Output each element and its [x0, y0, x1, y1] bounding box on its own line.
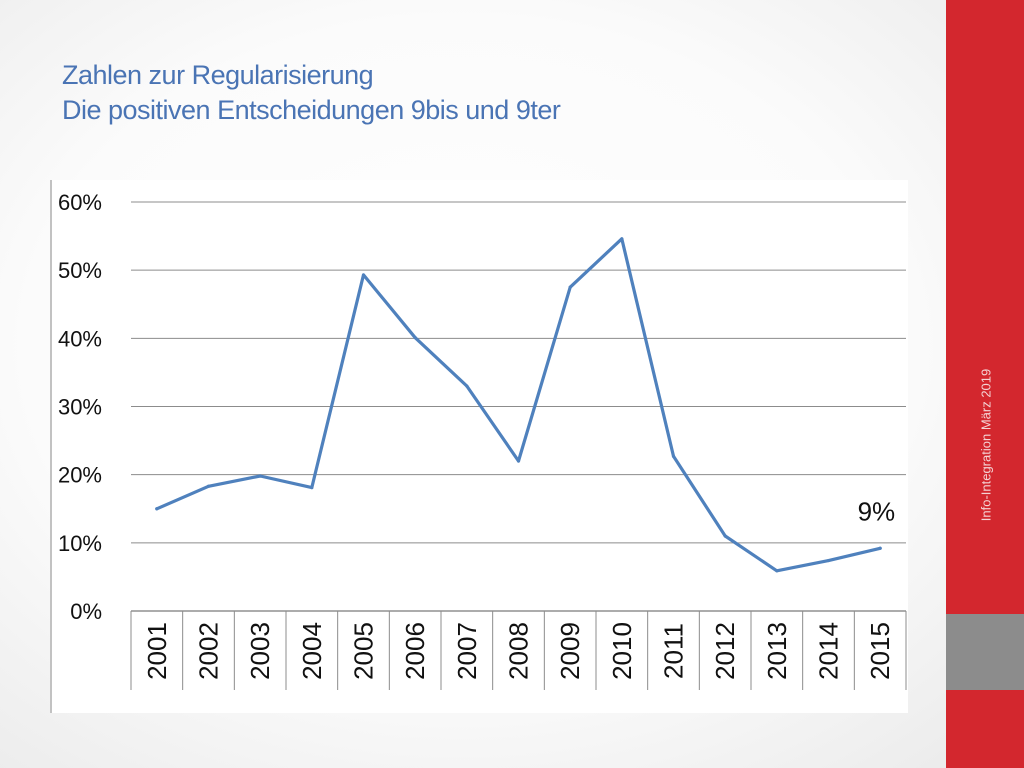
- y-tick-label: 40%: [58, 326, 102, 351]
- data-point: [568, 285, 572, 289]
- data-point: [310, 486, 314, 490]
- x-tick-label: 2014: [814, 622, 844, 680]
- data-point: [206, 484, 211, 488]
- data-point: [361, 273, 366, 277]
- y-tick-label: 60%: [58, 190, 102, 215]
- x-tick-label: 2007: [452, 622, 482, 680]
- title-line-1: Zahlen zur Regularisierung: [62, 60, 374, 90]
- data-point: [826, 558, 831, 563]
- x-tick-label: 2011: [659, 623, 689, 679]
- annotation-label: 9%: [858, 496, 896, 526]
- x-tick-label: 2012: [710, 622, 740, 680]
- y-tick-label: 50%: [58, 258, 102, 283]
- x-tick-label: 2008: [504, 622, 534, 680]
- y-tick-label: 0%: [70, 599, 102, 624]
- accent-block: [946, 614, 1024, 690]
- x-tick-label: 2003: [245, 622, 275, 680]
- data-point: [258, 474, 262, 478]
- y-tick-label: 20%: [58, 463, 102, 488]
- data-point: [516, 459, 521, 463]
- data-point: [413, 336, 417, 340]
- data-point: [465, 384, 469, 388]
- data-point: [723, 534, 727, 538]
- title-line-2: Die positiven Entscheidungen 9bis und 9t…: [62, 95, 561, 125]
- footer-text: Info-Integration März 2019: [978, 368, 994, 522]
- y-tick-label: 30%: [58, 395, 102, 420]
- x-tick-label: 2013: [762, 622, 792, 680]
- y-tick-label: 10%: [58, 531, 102, 556]
- slide-title: Zahlen zur Regularisierung Die positiven…: [62, 58, 561, 128]
- x-tick-label: 2002: [194, 622, 224, 680]
- data-point: [620, 237, 624, 241]
- data-point: [671, 454, 676, 458]
- x-tick-label: 2015: [865, 622, 895, 680]
- x-tick-label: 2001: [142, 622, 172, 680]
- x-tick-label: 2009: [555, 622, 585, 680]
- data-point: [155, 507, 159, 511]
- data-point: [775, 569, 779, 573]
- x-tick-label: 2004: [297, 622, 327, 680]
- line-chart: 0% 10% 20% 30% 40% 50% 60% 2001 2002 2003 2004 2005…: [50, 180, 907, 713]
- x-tick-label: 2005: [349, 622, 379, 680]
- x-tick-label: 2006: [400, 622, 430, 680]
- series-line: [155, 237, 882, 573]
- chart-panel: 0% 10% 20% 30% 40% 50% 60% 2001 2002 2003 2004 2005…: [50, 180, 908, 713]
- x-tick-label: 2010: [607, 622, 637, 680]
- data-point: [878, 546, 882, 550]
